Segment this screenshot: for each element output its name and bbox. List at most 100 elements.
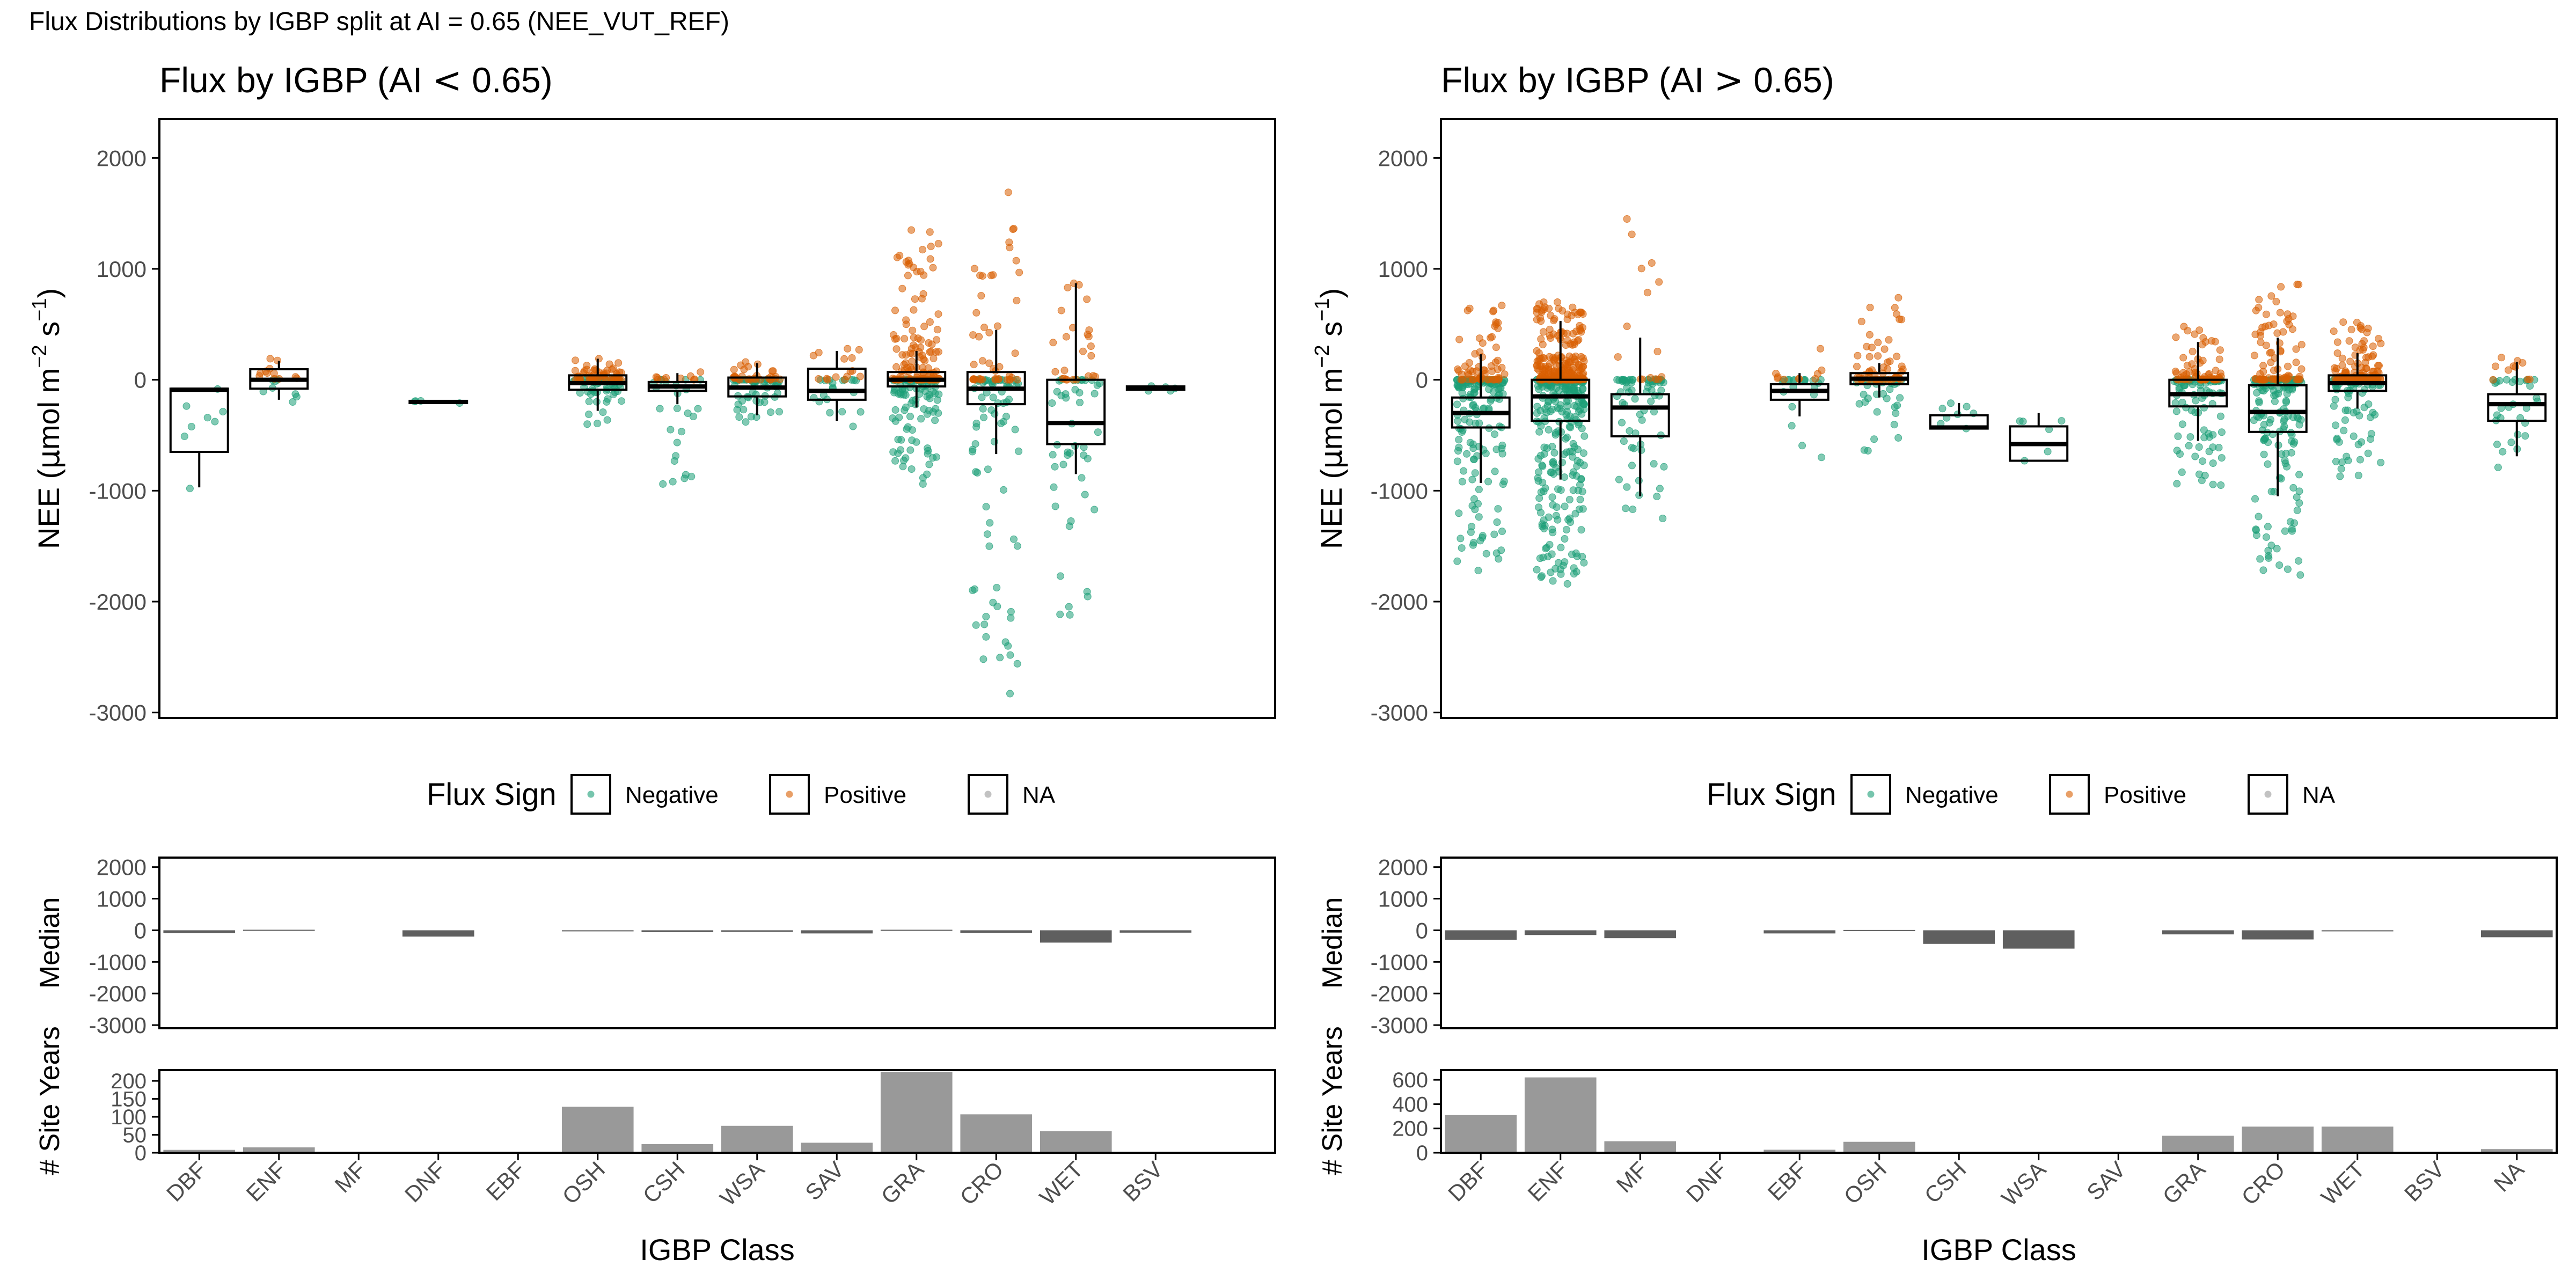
negative-point bbox=[2178, 420, 2186, 428]
negative-point bbox=[1565, 496, 1574, 503]
positive-point bbox=[1550, 357, 1558, 365]
negative-point bbox=[985, 542, 993, 550]
negative-point bbox=[974, 469, 982, 477]
negative-point bbox=[2367, 435, 2375, 443]
negative-point bbox=[669, 478, 677, 486]
negative-point bbox=[889, 414, 897, 422]
negative-point bbox=[1084, 592, 1092, 601]
negative-point bbox=[929, 387, 937, 396]
y-tick-label: -3000 bbox=[1371, 700, 1428, 726]
negative-point bbox=[1628, 462, 1636, 470]
legend-key bbox=[968, 774, 1008, 815]
negative-point bbox=[1539, 479, 1547, 487]
negative-point bbox=[1963, 402, 1971, 411]
negative-point bbox=[2172, 407, 2180, 415]
count-bar bbox=[1445, 1115, 1517, 1153]
negative-point bbox=[1545, 513, 1553, 521]
negative-point bbox=[1630, 444, 1638, 452]
positive-point bbox=[2270, 320, 2278, 328]
negative-point bbox=[2209, 480, 2217, 488]
positive-point bbox=[2369, 342, 2377, 350]
positive-point bbox=[2351, 343, 2359, 352]
positive-point bbox=[2333, 364, 2340, 372]
positive-point bbox=[1818, 367, 1826, 374]
positive-point bbox=[1885, 336, 1893, 344]
negative-point bbox=[2287, 449, 2295, 457]
legend-label: NA bbox=[2302, 782, 2336, 808]
negative-point bbox=[849, 422, 857, 430]
positive-point bbox=[2347, 326, 2355, 334]
negative-point bbox=[2283, 390, 2291, 398]
negative-point bbox=[2273, 545, 2281, 553]
negative-point bbox=[1457, 535, 1465, 543]
positive-point bbox=[2286, 372, 2294, 380]
median-y-tick-label: -3000 bbox=[1371, 1013, 1428, 1038]
legend-key bbox=[570, 774, 611, 815]
median-frame bbox=[1440, 857, 2558, 1029]
negative-point bbox=[1494, 505, 1502, 513]
positive-point bbox=[1898, 362, 1906, 370]
positive-point bbox=[978, 357, 986, 365]
positive-point bbox=[2377, 340, 2385, 348]
negative-point bbox=[2253, 389, 2261, 397]
positive-point bbox=[926, 348, 934, 356]
positive-point bbox=[1537, 335, 1545, 343]
negative-point bbox=[1580, 559, 1588, 567]
positive-point bbox=[908, 226, 916, 234]
negative-point bbox=[747, 413, 755, 421]
count-bar bbox=[1604, 1141, 1677, 1153]
positive-point bbox=[1459, 376, 1467, 384]
negative-point bbox=[1548, 443, 1556, 451]
negative-point bbox=[891, 457, 899, 465]
negative-point bbox=[972, 420, 980, 427]
negative-point bbox=[983, 530, 991, 538]
positive-point bbox=[2267, 348, 2275, 356]
negative-point bbox=[2288, 525, 2296, 533]
positive-point bbox=[914, 334, 922, 342]
negative-point bbox=[1860, 446, 1868, 454]
negative-point bbox=[2265, 554, 2273, 562]
y-tick-label: -1000 bbox=[1371, 478, 1428, 503]
positive-point bbox=[918, 295, 926, 303]
positive-point bbox=[1643, 289, 1651, 297]
positive-point bbox=[1489, 308, 1497, 316]
negative-point bbox=[2256, 555, 2264, 563]
median-y-tick-label: 1000 bbox=[97, 887, 147, 912]
negative-point bbox=[1469, 401, 1477, 409]
positive-point bbox=[2492, 362, 2499, 370]
negative-point bbox=[1572, 472, 1580, 480]
negative-point bbox=[1548, 493, 1556, 501]
positive-point bbox=[653, 374, 661, 382]
negative-point bbox=[2350, 432, 2358, 440]
negative-point bbox=[186, 485, 194, 493]
positive-point bbox=[1004, 188, 1012, 196]
count-y-axis-label: # Site Years bbox=[34, 1026, 65, 1175]
negative-point bbox=[2296, 571, 2304, 579]
negative-point bbox=[211, 418, 219, 426]
legend-key-point bbox=[587, 791, 595, 798]
negative-point bbox=[902, 391, 910, 399]
negative-point bbox=[2252, 531, 2260, 539]
negative-point bbox=[1566, 412, 1574, 420]
positive-point bbox=[1469, 376, 1477, 384]
negative-point bbox=[2289, 440, 2297, 448]
positive-point bbox=[2293, 375, 2300, 383]
negative-point bbox=[1537, 422, 1545, 430]
positive-point bbox=[1623, 323, 1631, 331]
negative-point bbox=[1453, 557, 1461, 565]
positive-point bbox=[614, 359, 623, 367]
negative-point bbox=[2255, 513, 2263, 521]
negative-point bbox=[1049, 451, 1057, 459]
negative-point bbox=[687, 472, 696, 480]
legend-label: Positive bbox=[2104, 782, 2186, 808]
negative-point bbox=[2341, 406, 2350, 414]
negative-point bbox=[1535, 468, 1542, 476]
negative-point bbox=[2499, 448, 2507, 456]
negative-point bbox=[1635, 477, 1643, 485]
negative-point bbox=[1065, 603, 1073, 611]
negative-point bbox=[2173, 447, 2181, 455]
negative-point bbox=[2340, 427, 2348, 435]
positive-point bbox=[1087, 352, 1095, 360]
positive-point bbox=[929, 264, 937, 272]
positive-point bbox=[911, 295, 919, 303]
